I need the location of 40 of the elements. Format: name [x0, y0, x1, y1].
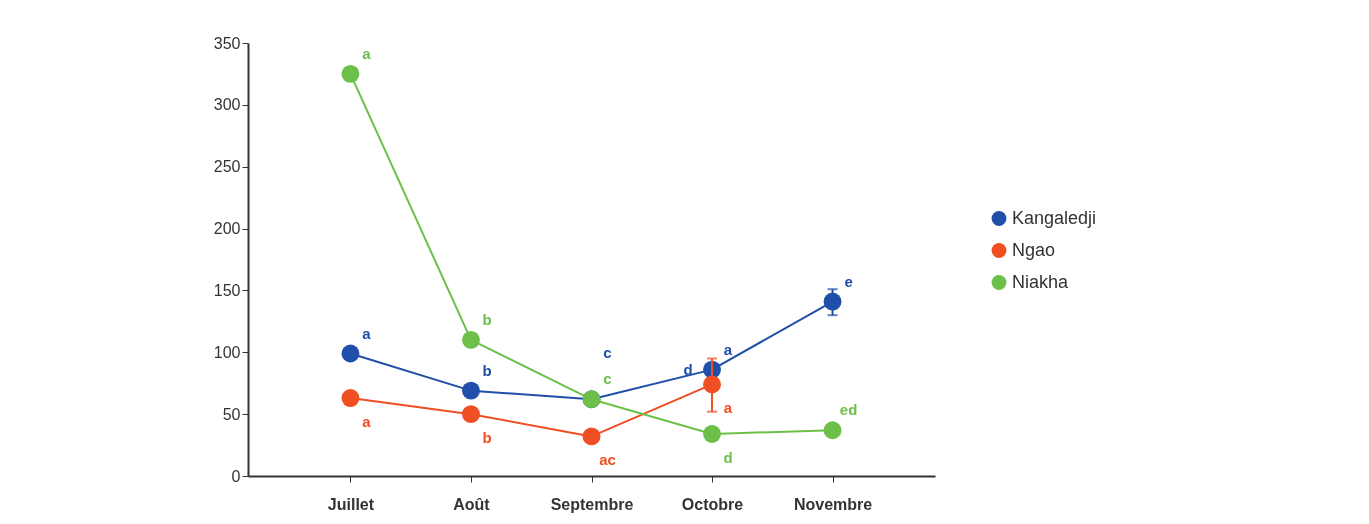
point: [582, 427, 601, 446]
point: [341, 389, 360, 407]
point: [462, 381, 480, 400]
data-label: a: [362, 44, 372, 62]
x-tick-label: Août: [453, 495, 491, 513]
y-tick-label: 200: [213, 220, 241, 238]
data-label: b: [482, 429, 492, 447]
x-tick-label: Septembre: [550, 495, 634, 513]
data-label: b: [482, 310, 492, 328]
data-label: ac: [599, 451, 616, 469]
data-label: a: [723, 340, 733, 358]
data-label: d: [723, 448, 733, 466]
x-tick-label: Novembre: [793, 495, 873, 513]
point: [341, 344, 360, 363]
legend-label: Kangaledji: [1012, 207, 1097, 228]
point: [341, 65, 360, 83]
y-tick-label: 0: [231, 467, 241, 485]
y-tick-label: 50: [222, 405, 241, 423]
y-tick-label: 100: [213, 343, 241, 361]
legend-label: Ngao: [1012, 239, 1056, 260]
y-tick-label: 350: [213, 34, 241, 52]
point: [462, 330, 480, 349]
data-label: c: [603, 344, 612, 362]
point: [462, 405, 480, 424]
x-tick-label: Juillet: [327, 495, 375, 513]
y-tick-label: 250: [213, 158, 241, 176]
data-label: c: [603, 370, 612, 388]
y-tick-label: 150: [213, 281, 241, 299]
legend-label: Niakha: [1012, 271, 1070, 292]
data-label: a: [362, 324, 372, 342]
point: [703, 425, 721, 443]
point: [823, 421, 842, 440]
y-tick-label: 300: [213, 96, 241, 114]
data-label: e: [844, 272, 853, 290]
x-tick-label: Octobre: [681, 495, 744, 513]
annotation: d: [683, 360, 693, 378]
data-label: b: [482, 361, 492, 379]
data-label: ed: [839, 401, 858, 419]
data-label: a: [723, 399, 733, 417]
data-label: a: [362, 413, 372, 431]
